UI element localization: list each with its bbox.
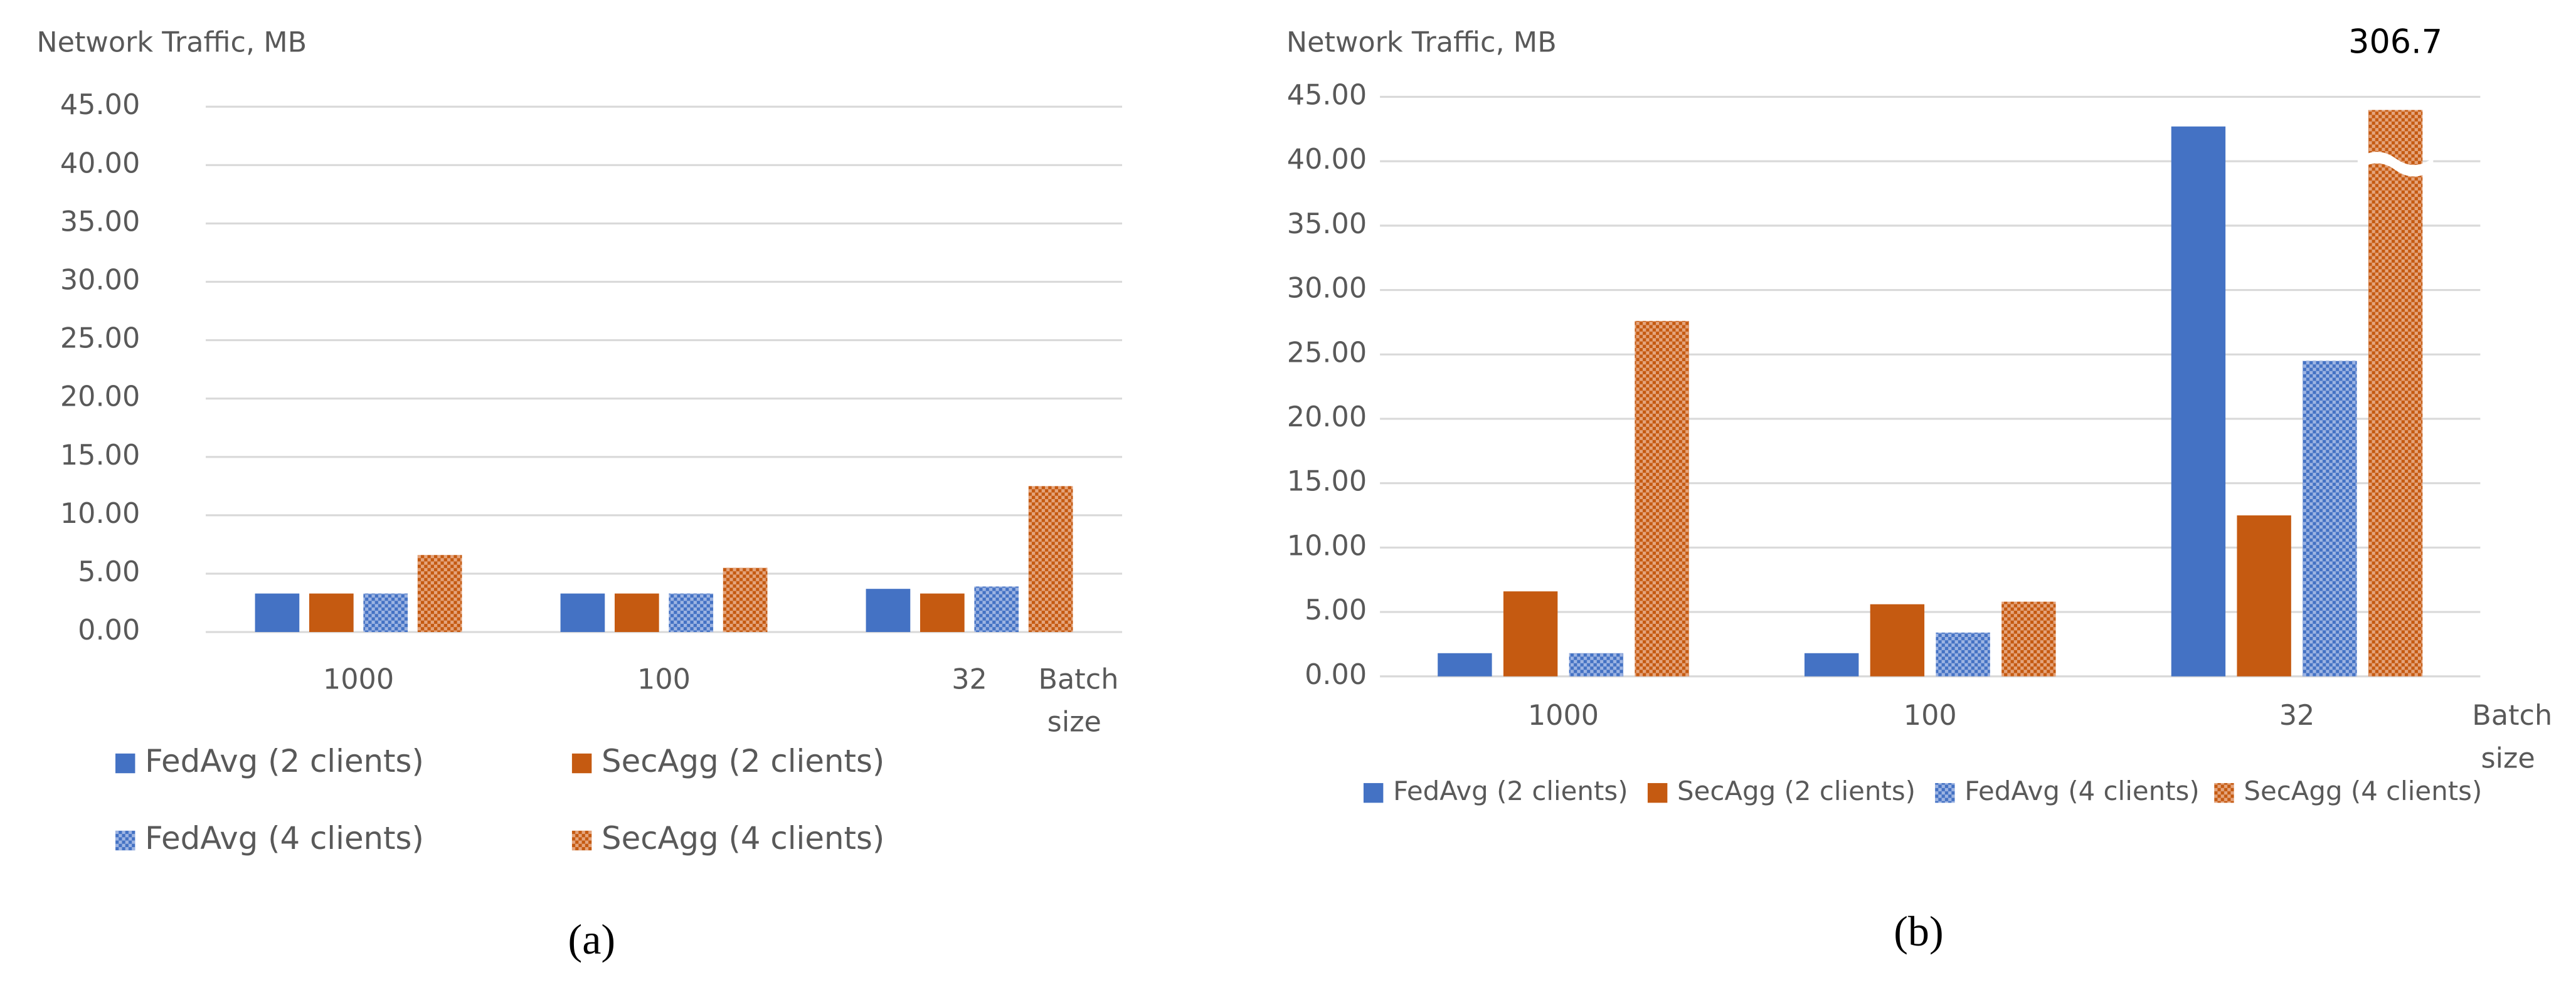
- y-tick-label: 15.00: [1287, 466, 1367, 498]
- y-tick-label: 0.00: [1305, 659, 1367, 691]
- caption: (b): [1894, 907, 1943, 955]
- y-tick-label: 40.00: [60, 147, 140, 179]
- bar: [1028, 486, 1073, 633]
- y-tick-label: 5.00: [78, 556, 140, 588]
- data-label: 306.7: [2348, 23, 2442, 61]
- x-axis-title-line: Batch: [2472, 700, 2552, 732]
- legend-label: SecAgg (2 clients): [602, 743, 884, 779]
- bar: [1635, 320, 1689, 677]
- x-axis-title: Batch size: [1039, 664, 1119, 739]
- bar: [669, 593, 714, 633]
- legend-swatch: [571, 830, 592, 851]
- bar: [2171, 126, 2226, 677]
- y-axis-title: Network Traffic, MB: [1286, 27, 1557, 59]
- bar: [1569, 653, 1624, 677]
- axis-break: [2357, 152, 2434, 177]
- x-tick-label: 32: [951, 664, 987, 696]
- legend-label: FedAvg (2 clients): [1393, 776, 1628, 806]
- x-tick-label: 100: [637, 664, 691, 696]
- bar: [866, 589, 911, 633]
- bar: [1503, 591, 1558, 677]
- legend-swatch: [115, 753, 135, 774]
- x-tick-label: 32: [2279, 700, 2315, 732]
- bar: [1870, 604, 1925, 677]
- caption: (a): [568, 915, 616, 963]
- bar: [723, 567, 768, 633]
- legend-label: FedAvg (4 clients): [145, 820, 424, 856]
- y-tick-label: 35.00: [60, 206, 140, 238]
- legend-swatch: [1363, 782, 1384, 803]
- bar: [974, 586, 1019, 633]
- bar: [417, 555, 462, 633]
- bar: [2368, 110, 2423, 677]
- x-tick-label: 1000: [323, 664, 394, 696]
- bar: [1438, 653, 1492, 677]
- y-tick-label: 10.00: [1287, 530, 1367, 562]
- bar: [2001, 601, 2056, 677]
- y-tick-label: 30.00: [1287, 273, 1367, 305]
- bar: [255, 593, 300, 633]
- legend-swatch: [1647, 782, 1668, 803]
- y-tick-label: 45.00: [60, 89, 140, 121]
- y-tick-label: 40.00: [1287, 144, 1367, 176]
- legend-label: FedAvg (2 clients): [145, 743, 424, 779]
- bar: [2303, 361, 2357, 677]
- legend-label: FedAvg (4 clients): [1964, 776, 2199, 806]
- legend-label: SecAgg (4 clients): [2244, 776, 2482, 806]
- y-tick-label: 0.00: [78, 614, 140, 646]
- bar: [2237, 515, 2291, 677]
- bar: [1936, 632, 1990, 677]
- x-axis-title-line: Batch: [1039, 664, 1119, 696]
- legend-swatch: [2214, 782, 2234, 803]
- bar: [560, 593, 605, 633]
- y-tick-label: 25.00: [1287, 337, 1367, 369]
- x-axis-title: Batch size: [2472, 700, 2552, 774]
- y-tick-label: 45.00: [1287, 79, 1367, 111]
- legend-swatch: [115, 830, 135, 851]
- bar: [920, 593, 965, 633]
- y-tick-label: 35.00: [1287, 208, 1367, 240]
- x-tick-label: 100: [1904, 700, 1957, 732]
- y-tick-label: 5.00: [1305, 594, 1367, 626]
- legend-swatch: [1935, 782, 1955, 803]
- bar: [309, 593, 354, 633]
- bar: [1804, 653, 1859, 677]
- legend-label: SecAgg (2 clients): [1677, 776, 1916, 806]
- y-axis-title: Network Traffic, MB: [36, 27, 307, 59]
- y-tick-label: 20.00: [60, 381, 140, 413]
- x-axis-title-line: size: [1039, 707, 1101, 739]
- bar: [614, 593, 659, 633]
- y-tick-label: 25.00: [60, 323, 140, 355]
- bar: [363, 593, 408, 633]
- y-tick-label: 15.00: [60, 440, 140, 471]
- legend-swatch: [571, 753, 592, 774]
- x-axis-title-line: size: [2472, 742, 2535, 774]
- legend-label: SecAgg (4 clients): [602, 820, 884, 856]
- y-tick-label: 20.00: [1287, 401, 1367, 433]
- x-tick-label: 1000: [1528, 700, 1599, 732]
- y-tick-label: 10.00: [60, 498, 140, 530]
- y-tick-label: 30.00: [60, 264, 140, 296]
